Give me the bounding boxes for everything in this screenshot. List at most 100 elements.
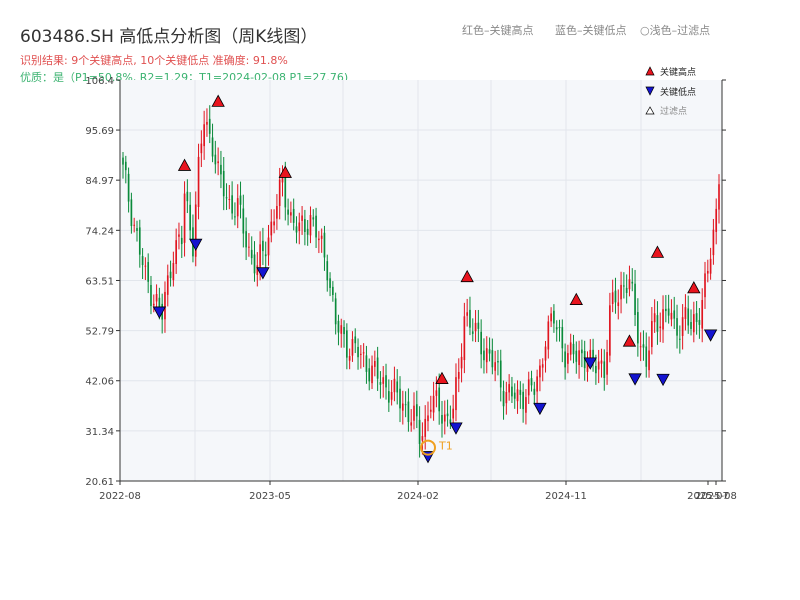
candle-body [667,308,670,316]
candle-body [678,338,681,340]
candle-body [304,219,306,233]
candle-body [446,413,449,417]
top-legend: 红色–关键高点 蓝色–关键低点 ○浅色–过滤点 [462,22,728,38]
candle-body [692,314,695,333]
candle-body [183,193,186,243]
candle-body [180,237,183,245]
x-tick-label: 2024-02 [397,491,439,502]
candle-body [589,349,592,360]
candle-body [290,212,292,216]
candle-body [200,143,203,154]
candle-body [457,371,460,379]
candle-body [634,283,636,316]
candle-body [309,215,312,236]
legend-low-label: 关键低点 [660,86,696,98]
candle-body [262,240,264,252]
candle-body [530,378,533,386]
y-tick-label: 74.24 [85,226,114,237]
candle-body [539,365,541,378]
candle-body [343,327,345,335]
t1-label: T1 [438,440,453,453]
candle-body [376,357,379,379]
candle-body [466,312,469,316]
candle-body [155,294,158,302]
y-tick-label: 20.61 [85,477,114,488]
candle-body [485,348,488,363]
candle-body [214,154,217,165]
candle-body [695,313,698,323]
candle-body [365,355,368,372]
candle-body [508,384,510,393]
candle-body [432,395,435,413]
candle-body [393,378,396,393]
candle-body [256,265,259,275]
candle-body [648,350,650,371]
candle-body [337,320,340,333]
candle-body [690,322,692,329]
candle-body [572,343,575,355]
candle-body [553,310,555,324]
candle-body [248,246,250,248]
key-high-marker [622,334,637,347]
y-tick-label: 84.97 [85,176,114,187]
legend-low-icon [645,86,655,96]
candle-body [147,262,150,282]
legend-high-icon [645,66,655,76]
key-low-marker [449,422,463,435]
candle-body [197,156,200,207]
candle-body [234,216,236,218]
candle-body [656,315,659,332]
candle-body [351,338,354,356]
candle-body [211,137,214,157]
candle-body [578,350,580,366]
candle-body [164,291,166,320]
candle-body [460,356,463,369]
candle-body [631,281,634,284]
candle-body [687,308,690,326]
key-low-marker [703,329,718,342]
candle-body [704,273,706,298]
chart-legend: 关键高点 关键低点 过滤点 [645,66,696,117]
y-tick-label: 95.69 [85,126,114,137]
candle-body [166,275,169,295]
candle-body [600,360,603,364]
candle-body [379,382,382,385]
candle-body [533,388,536,395]
candle-body [527,379,530,396]
candle-body [499,360,502,388]
candle-body [617,302,620,306]
candle-body [373,360,376,367]
x-axis-ticks: 2022-08 2023-05 2024-02 2024-11 2025-072025-… [99,481,737,502]
candle-body [138,227,141,255]
candle-body [715,208,718,232]
key-low-marker [533,402,547,416]
candle-body [312,217,315,220]
candle-body [178,234,180,237]
candle-body [471,331,474,334]
candle-body [189,204,191,231]
candle-body [404,404,407,406]
candle-body [315,215,317,238]
candle-body [133,224,136,226]
candle-body [488,349,491,354]
candle-body [581,349,583,354]
y-axis-ticks: 20.61 31.34 42.06 52.79 63.51 74.24 84.97 95.69… [85,76,726,488]
candle-body [276,206,278,219]
candle-body [665,308,667,312]
t1-ring [419,439,436,456]
candle-body [245,231,247,248]
candle-body [239,195,242,205]
candle-body [124,161,127,171]
candle-body [225,197,228,199]
candle-body [502,391,505,407]
candle-body [628,279,631,290]
candle-body [278,179,281,206]
candle-body [653,313,656,323]
candle-body [264,254,267,257]
candle-body [438,387,441,412]
candle-body [418,419,421,444]
candle-body [623,285,625,287]
candle-body [152,303,155,306]
candle-body [645,346,648,367]
candle-body [320,235,323,239]
